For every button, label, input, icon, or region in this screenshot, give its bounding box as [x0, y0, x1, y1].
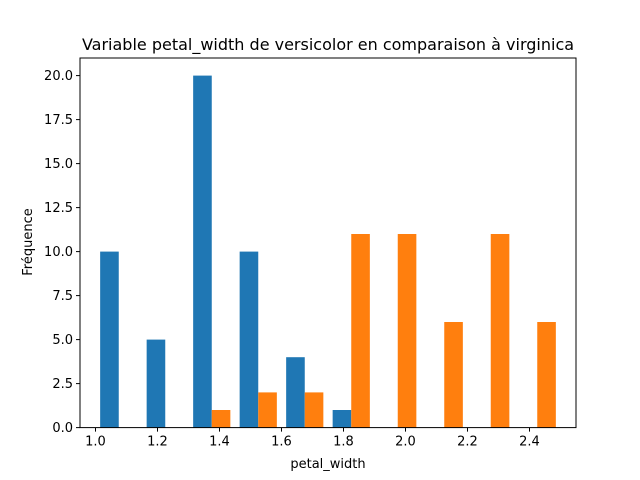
bar-series0-bin3	[239, 251, 259, 428]
bar-series1-bin3	[258, 392, 277, 428]
bar-series1-bin7	[444, 322, 463, 428]
x-axis-label: petal_width	[290, 457, 365, 472]
y-tick-label: 5.0	[52, 333, 73, 348]
y-tick-label: 10.0	[44, 245, 73, 260]
x-tick-label: 1.8	[333, 435, 354, 450]
y-tick-label: 17.5	[44, 113, 73, 128]
y-tick-label: 12.5	[44, 201, 73, 216]
y-tick-label: 20.0	[44, 69, 73, 84]
y-axis-label: Fréquence	[21, 208, 36, 275]
bar-series0-bin2	[193, 75, 212, 428]
y-tick-label: 15.0	[44, 157, 73, 172]
x-tick-label: 1.2	[147, 435, 168, 450]
bar-series0-bin1	[146, 339, 166, 428]
x-tick-label: 1.6	[271, 435, 292, 450]
bar-series1-bin5	[351, 234, 370, 428]
x-tick-label: 1.4	[209, 435, 230, 450]
bar-series1-bin8	[490, 234, 510, 428]
bar-series0-bin5	[332, 410, 352, 428]
x-tick-label: 2.4	[519, 435, 540, 450]
x-tick-label: 2.0	[395, 435, 416, 450]
chart-title: Variable petal_width de versicolor en co…	[82, 35, 574, 55]
y-tick-label: 0.0	[52, 421, 73, 436]
y-tick-label: 2.5	[52, 377, 73, 392]
y-axis-ticks: 0.0 2.5 5.0 7.5 10.0 12.5 15.0 17.5 20.0	[44, 69, 80, 436]
bar-series1-bin2	[211, 410, 231, 428]
bar-series1-bin6	[397, 234, 417, 428]
x-axis-ticks: 1.0 1.2 1.4 1.6 1.8 2.0 2.2 2.4	[85, 427, 540, 450]
x-tick-label: 1.0	[85, 435, 106, 450]
y-tick-label: 7.5	[52, 289, 73, 304]
bar-series0-bin0	[100, 251, 119, 428]
x-tick-label: 2.2	[457, 435, 478, 450]
bar-series0-bin4	[286, 357, 305, 428]
plot-frame	[79, 57, 577, 429]
bar-series1-bin4	[304, 392, 324, 428]
bar-series1-bin9	[537, 322, 556, 428]
bars-group	[100, 75, 556, 428]
